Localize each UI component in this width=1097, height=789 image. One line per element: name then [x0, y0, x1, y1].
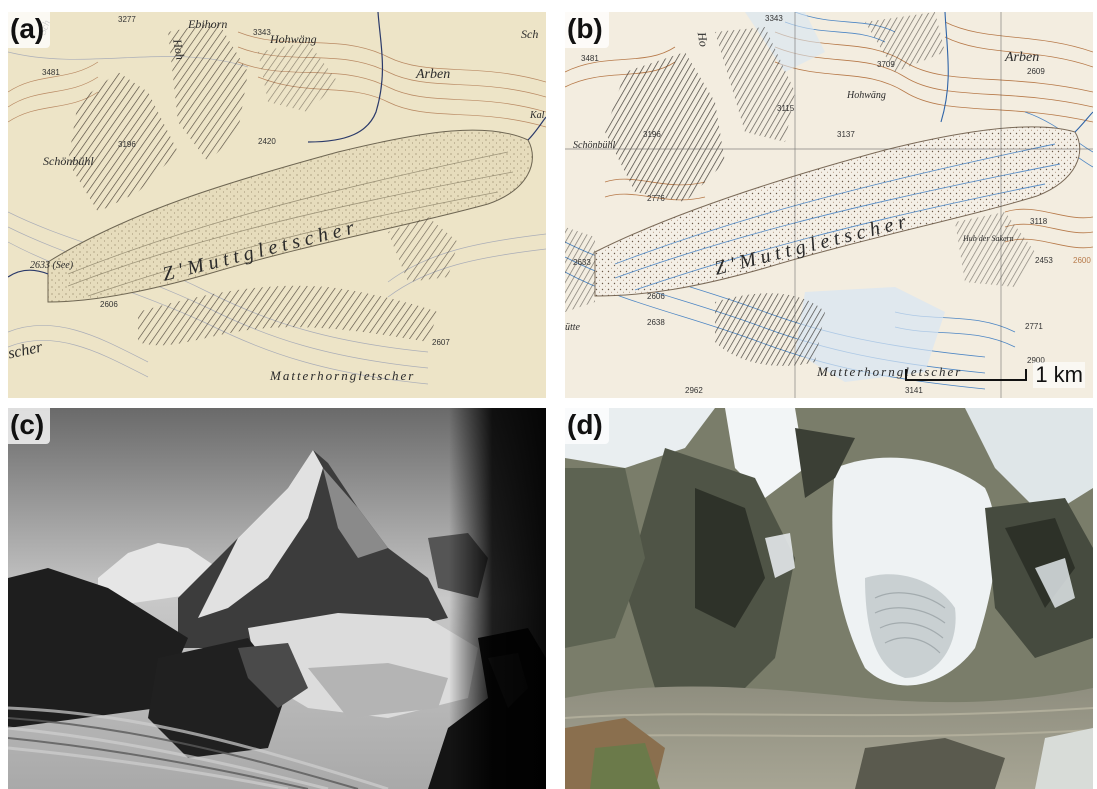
- label-schonbuhl-b: Schönbühl: [573, 140, 616, 151]
- label-kal: Kal: [530, 110, 545, 121]
- elev-2638: 2638: [647, 318, 665, 327]
- elev-2420: 2420: [258, 137, 276, 146]
- elev-2600: 2600: [1073, 256, 1091, 265]
- panel-b-map: Arben Hohwäng Schönbühl Z'Muttgletscher …: [565, 12, 1093, 398]
- elev-2606: 2606: [100, 300, 118, 309]
- panel-label-c: (c): [8, 408, 51, 444]
- photo-c-drawing: [8, 408, 546, 789]
- label-ho-b: Ho: [694, 30, 711, 48]
- elev-3343-b: 3343: [765, 14, 783, 23]
- elev-2962: 2962: [685, 386, 703, 395]
- elev-2633-b: 2633: [573, 258, 591, 267]
- panel-label-d: (d): [565, 408, 609, 444]
- label-hohwang-b: Hohwäng: [847, 90, 886, 101]
- label-matterhorngletscher: Matterhorngletscher: [270, 368, 416, 383]
- map-b-drawing: [565, 12, 1093, 398]
- elev-3709: 3709: [877, 60, 895, 69]
- scale-bar-line: [905, 369, 1028, 381]
- label-schonbuhl: Schönbühl: [43, 154, 94, 168]
- elev-3196-b: 3196: [643, 130, 661, 139]
- label-ebihorn: Ebihorn: [188, 17, 228, 31]
- panel-label-a: (a): [8, 12, 51, 48]
- panel-a-map: Ebihorn Hohwäng Arben Schönbühl Z'Muttgl…: [8, 12, 546, 398]
- label-see: 2633 (See): [30, 260, 74, 271]
- elev-2606-b: 2606: [647, 292, 665, 301]
- aerial-d-drawing: [565, 408, 1093, 789]
- panel-label-b: (b): [565, 12, 609, 48]
- elev-3196: 3196: [118, 140, 136, 149]
- panel-d-aerial: (d): [565, 408, 1093, 789]
- elev-2776: 2776: [647, 194, 665, 203]
- elev-3343: 3343: [253, 28, 271, 37]
- elev-2453: 2453: [1035, 256, 1053, 265]
- elev-3481: 3481: [42, 68, 60, 77]
- label-matterhorngletscher-b: Matterhorngletscher: [817, 364, 963, 379]
- label-arben-b: Arben: [1005, 50, 1040, 65]
- elev-2607: 2607: [432, 338, 450, 347]
- elev-3118: 3118: [1030, 217, 1048, 226]
- label-hohwang: Hohwäng: [270, 32, 317, 46]
- elev-3137: 3137: [837, 130, 855, 139]
- label-sch-right: Sch: [521, 27, 539, 41]
- label-hubel: Hub der Sakern: [963, 234, 1014, 243]
- elev-2609: 2609: [1027, 67, 1045, 76]
- scale-bar-label: 1 km: [1033, 362, 1085, 388]
- label-hutte: ütte: [565, 322, 580, 333]
- elev-2900: 2900: [1027, 356, 1045, 365]
- scale-bar: 1 km: [905, 362, 1085, 388]
- label-arben: Arben: [416, 67, 451, 82]
- elev-3481-b: 3481: [581, 54, 599, 63]
- elev-2771: 2771: [1025, 322, 1043, 331]
- panel-c-photo: (c): [8, 408, 546, 789]
- map-a-drawing: [8, 12, 546, 398]
- elev-3277: 3277: [118, 15, 136, 24]
- elev-3115: 3115: [777, 104, 795, 113]
- elev-3141: 3141: [905, 386, 923, 395]
